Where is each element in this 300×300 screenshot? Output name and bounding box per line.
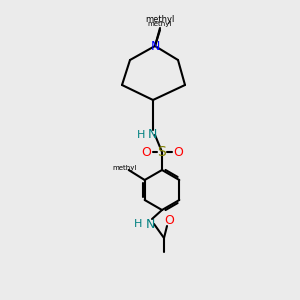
Text: O: O (141, 146, 151, 158)
Text: N: N (150, 40, 160, 52)
Text: methyl: methyl (145, 16, 175, 25)
Text: H: H (134, 219, 142, 229)
Text: O: O (173, 146, 183, 158)
Text: H: H (136, 130, 145, 140)
Text: methyl: methyl (112, 165, 137, 171)
Text: S: S (158, 145, 166, 159)
Text: N: N (145, 218, 155, 230)
Text: N: N (147, 128, 157, 142)
Text: O: O (164, 214, 174, 227)
Text: methyl: methyl (148, 21, 172, 27)
